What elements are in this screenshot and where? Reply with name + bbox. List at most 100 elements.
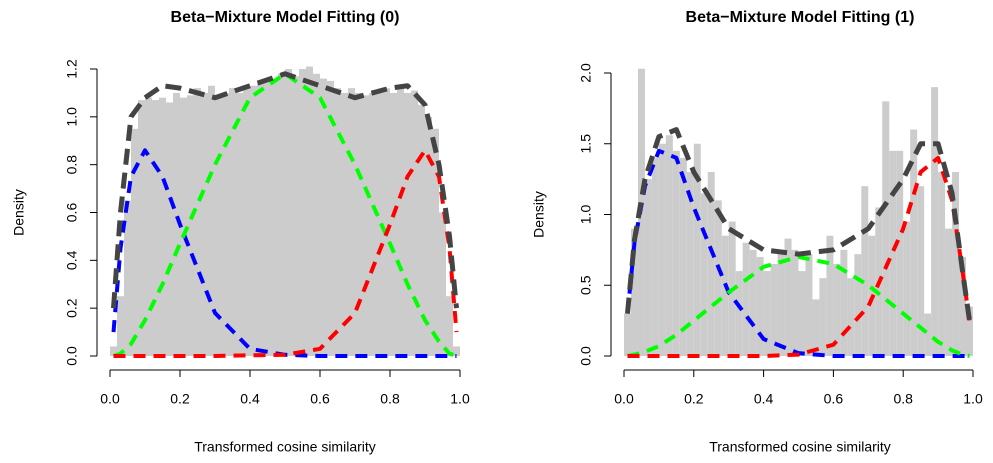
- histogram-bar: [896, 150, 904, 356]
- histogram-bar: [700, 193, 708, 356]
- histogram-bar: [243, 88, 250, 356]
- histogram-bar: [658, 143, 666, 356]
- histogram-bar: [110, 346, 117, 356]
- x-tick-label: 0.6: [824, 391, 844, 407]
- y-axis-label: Density: [11, 189, 27, 236]
- histogram-bar: [742, 242, 750, 356]
- histogram-bar: [931, 87, 939, 357]
- histogram-bar: [397, 88, 404, 356]
- y-tick-label: 0.6: [64, 203, 80, 223]
- x-axis-label: Transformed cosine similarity: [709, 439, 891, 455]
- histogram-bar: [721, 235, 729, 356]
- density-curve: [111, 71, 459, 309]
- histogram-bar: [264, 80, 271, 356]
- histogram-bar: [924, 313, 932, 356]
- histogram-bar: [446, 296, 453, 356]
- histogram-bar: [945, 228, 953, 356]
- histogram-bar: [714, 200, 722, 356]
- histogram-bar: [355, 92, 362, 357]
- density-curve: [627, 155, 972, 358]
- histogram-bar: [285, 69, 292, 356]
- histogram-bar: [250, 85, 257, 356]
- histogram-bar: [257, 83, 264, 356]
- x-axis-label: Transformed cosine similarity: [194, 439, 376, 455]
- histogram-bar: [651, 157, 659, 356]
- histogram-bar: [201, 92, 208, 357]
- histogram-bar: [770, 264, 778, 356]
- histogram-bar: [383, 88, 390, 356]
- histogram-bar: [432, 128, 439, 356]
- histogram-bar: [271, 78, 278, 357]
- histogram-bar: [327, 80, 334, 356]
- histogram-bar: [791, 249, 799, 356]
- histogram-bar: [693, 143, 701, 356]
- histogram-bar: [735, 271, 743, 356]
- y-tick-label: 2.0: [578, 63, 594, 83]
- x-tick-label: 0.4: [754, 391, 774, 407]
- y-tick-label: 1.5: [578, 134, 594, 154]
- histogram-bar: [889, 150, 897, 356]
- histogram-bar: [194, 88, 201, 356]
- histogram-bar: [805, 254, 813, 356]
- histogram-bar: [861, 186, 869, 356]
- histogram-bar: [672, 150, 680, 356]
- histogram-bar: [644, 179, 652, 356]
- histogram-bar: [439, 212, 446, 356]
- histogram-bar: [777, 249, 785, 356]
- histogram-bar: [341, 92, 348, 357]
- histogram-bar: [229, 88, 236, 356]
- histogram-bar: [833, 264, 841, 356]
- histogram-bar: [952, 172, 960, 356]
- histogram-bar: [278, 73, 285, 357]
- x-tick-label: 0.0: [614, 391, 634, 407]
- y-tick-label: 0.8: [64, 155, 80, 175]
- histogram-bar: [826, 235, 834, 356]
- histogram-bar: [665, 135, 673, 356]
- histogram-bar: [624, 313, 631, 356]
- histogram-bar: [453, 346, 460, 356]
- y-axis-label: Density: [531, 191, 547, 238]
- histogram-bar: [222, 92, 229, 357]
- histogram-bar: [376, 90, 383, 357]
- histogram-bar: [334, 88, 341, 356]
- histogram-bar: [313, 73, 320, 357]
- histogram-bar: [798, 271, 806, 356]
- histogram-bar: [679, 157, 687, 356]
- x-tick-label: 0.2: [684, 391, 704, 407]
- histogram-bar: [166, 102, 173, 356]
- histogram-bar: [390, 92, 397, 357]
- histogram-bar: [180, 97, 187, 356]
- histogram-bar: [124, 200, 131, 356]
- histogram-bar: [812, 299, 820, 356]
- x-tick-label: 0.8: [380, 391, 400, 407]
- histogram-bar: [840, 249, 848, 356]
- histogram-bar: [306, 66, 313, 356]
- histogram-bar: [854, 254, 862, 356]
- y-tick-label: 0.0: [64, 346, 80, 366]
- histogram-bar: [208, 85, 215, 356]
- histogram-bar: [138, 100, 145, 356]
- y-tick-label: 0.0: [578, 346, 594, 366]
- x-tick-label: 0.6: [310, 391, 330, 407]
- histogram-bar: [299, 69, 306, 356]
- density-curve: [625, 127, 972, 321]
- histogram-bar: [882, 101, 890, 356]
- x-tick-label: 0.2: [170, 391, 190, 407]
- y-tick-label: 0.5: [578, 275, 594, 295]
- histogram-bar: [686, 172, 694, 356]
- histogram-bar: [292, 76, 299, 357]
- histogram-bar: [749, 249, 757, 356]
- histogram-bar: [938, 172, 946, 356]
- y-tick-label: 1.0: [64, 107, 80, 127]
- histogram-bar: [187, 95, 194, 356]
- histogram-bar: [159, 97, 166, 356]
- histogram-bar: [145, 97, 152, 356]
- y-tick-label: 1.0: [578, 205, 594, 225]
- histogram-bar: [959, 256, 967, 356]
- histogram-bar: [819, 278, 827, 356]
- y-tick-label: 0.2: [64, 298, 80, 318]
- histogram-bar: [320, 78, 327, 357]
- histogram-bar: [215, 97, 222, 356]
